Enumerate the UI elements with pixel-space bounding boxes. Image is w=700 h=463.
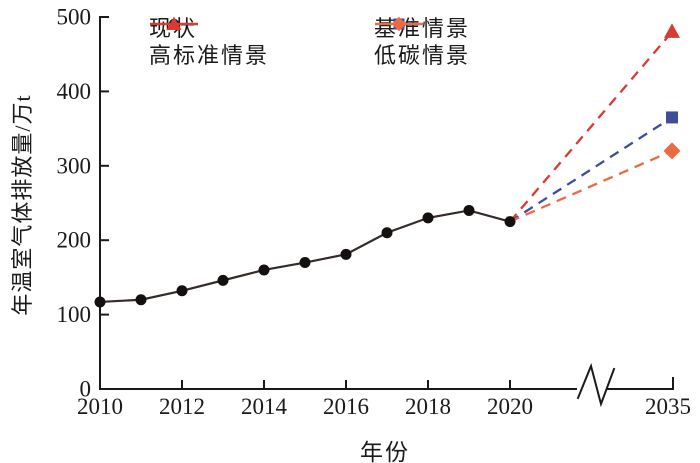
ticks <box>100 16 511 390</box>
x-tick-label: 2018 <box>405 394 451 419</box>
data-point-circle <box>340 248 352 260</box>
x-tick-label: 2035 <box>645 394 691 419</box>
legend-item-high-standard[interactable]: 高标准情景 <box>149 16 270 69</box>
series-line <box>509 149 673 223</box>
legend-column-2: 基准情景 低碳情景 <box>374 15 470 69</box>
legend-label-high-standard: 高标准情景 <box>149 42 270 68</box>
x-tick-label: 2016 <box>323 394 369 419</box>
x-tick-label: 2020 <box>487 394 533 419</box>
data-point-circle <box>217 274 229 286</box>
data-point-circle <box>504 216 516 228</box>
series-line <box>99 209 511 304</box>
series-line <box>509 116 673 223</box>
data-point-circle <box>381 227 393 239</box>
tick-labels: 0 100 200 300 400 500 2010 2012 2014 2016 2018 2020… <box>57 5 692 420</box>
data-point-circle <box>94 296 106 308</box>
series-0 <box>94 204 516 308</box>
legend-diamond-marker-icon <box>375 16 423 32</box>
axes <box>99 16 674 408</box>
legend-triangle-marker-icon <box>150 16 198 30</box>
axis-break-icon <box>576 362 616 408</box>
x-tick-label: 2014 <box>241 394 288 419</box>
data-point-circle <box>258 264 270 276</box>
series-2 <box>509 111 678 223</box>
data-point-diamond <box>663 142 681 160</box>
y-tick-label: 300 <box>57 153 92 178</box>
y-tick-label: 200 <box>57 228 92 253</box>
x-tick-label: 2012 <box>159 394 205 419</box>
data-point-square <box>666 111 678 124</box>
y-tick-label: 0 <box>80 377 92 402</box>
legend-label-low-carbon: 低碳情景 <box>374 42 471 68</box>
data-point-circle <box>299 257 311 269</box>
data-point-circle <box>176 285 188 297</box>
data-point-circle <box>463 204 475 216</box>
x-axis-title: 年份 <box>360 440 410 463</box>
y-axis-title: 年温室气体排放量/万t <box>10 94 35 316</box>
y-tick-label: 400 <box>57 79 92 104</box>
legend-item-low-carbon[interactable]: 低碳情景 <box>374 16 471 69</box>
y-tick-label: 500 <box>57 5 92 30</box>
series-3 <box>509 142 681 223</box>
legend-column-1: 现状 高标准情景 <box>149 15 269 69</box>
data-point-circle <box>135 294 147 306</box>
data-point-triangle <box>664 23 680 38</box>
series-1 <box>509 23 680 223</box>
y-tick-label: 100 <box>57 302 92 327</box>
x-tick-label: 2010 <box>77 394 123 419</box>
series-line <box>509 31 673 223</box>
data-point-circle <box>422 212 434 224</box>
